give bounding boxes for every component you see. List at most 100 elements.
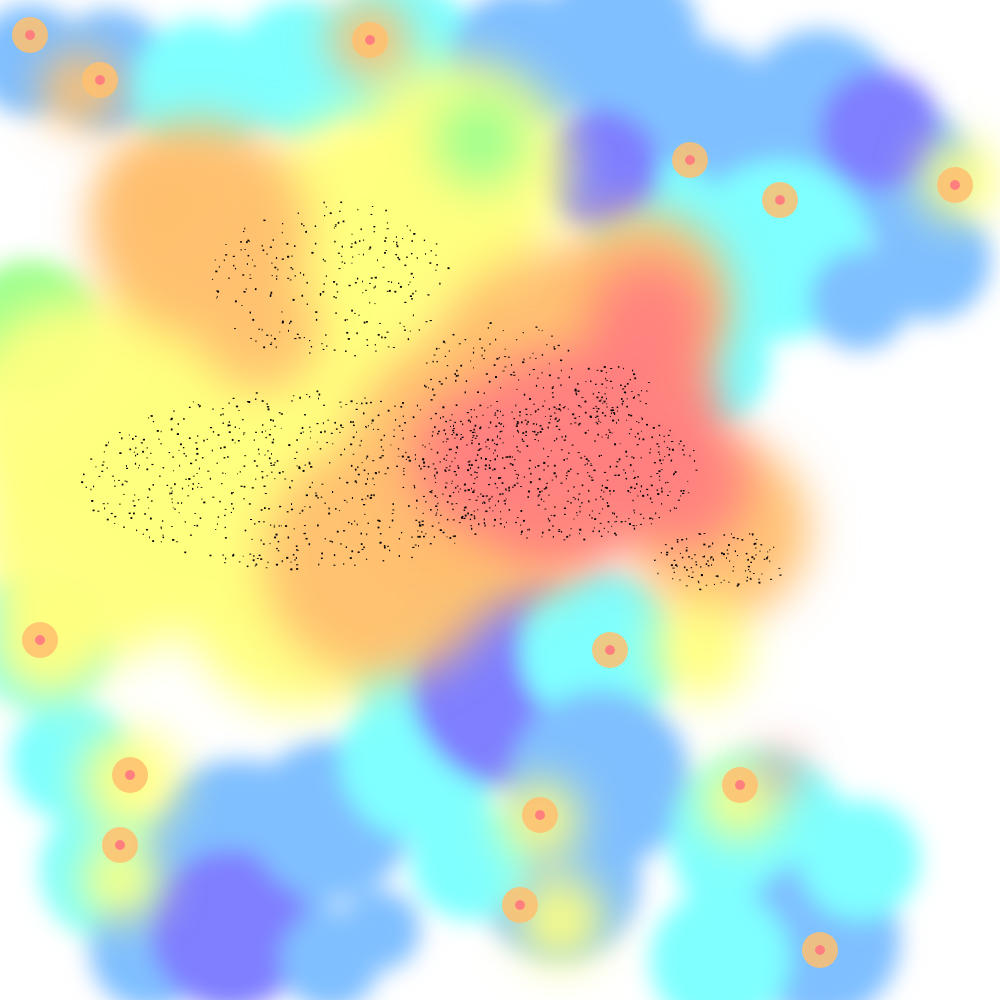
- sample-point: [405, 451, 407, 454]
- sample-point: [270, 429, 271, 430]
- sample-point: [746, 579, 748, 582]
- sample-point: [170, 487, 173, 489]
- sample-point: [683, 454, 685, 456]
- sample-point: [308, 461, 311, 463]
- sample-point: [435, 505, 438, 507]
- sample-point: [452, 535, 455, 537]
- sample-point: [473, 347, 475, 349]
- sample-point: [494, 482, 497, 485]
- sample-point: [596, 407, 598, 409]
- sample-point: [367, 473, 369, 475]
- sample-point: [396, 243, 398, 245]
- sample-point: [577, 383, 579, 385]
- sample-point: [708, 545, 709, 548]
- sample-point: [463, 517, 466, 519]
- sample-point: [328, 512, 331, 515]
- sample-point: [339, 477, 341, 479]
- sample-point: [401, 455, 404, 458]
- sample-point: [483, 501, 486, 503]
- sample-point: [502, 370, 505, 372]
- sample-point: [373, 484, 375, 486]
- sample-point: [241, 305, 243, 306]
- sample-point: [216, 297, 218, 299]
- sample-point: [633, 509, 635, 512]
- sample-point: [340, 454, 343, 456]
- sample-point: [620, 521, 623, 523]
- sample-point: [560, 369, 562, 372]
- sample-point: [329, 462, 331, 464]
- sample-point: [421, 531, 423, 533]
- sample-point: [290, 320, 292, 323]
- sample-point: [419, 523, 421, 525]
- signal-hotspot-core: [950, 180, 960, 190]
- sample-point: [392, 503, 394, 505]
- sample-point: [656, 473, 659, 474]
- sample-point: [659, 434, 661, 436]
- sample-point: [316, 441, 318, 443]
- sample-point: [454, 373, 456, 375]
- sample-point: [243, 291, 246, 293]
- sample-point: [469, 518, 472, 521]
- sample-point: [519, 414, 521, 417]
- sample-point: [255, 563, 258, 566]
- signal-hotspot-layer: [12, 17, 973, 968]
- sample-point: [216, 290, 219, 292]
- sample-point: [356, 523, 358, 526]
- sample-point: [723, 579, 725, 581]
- sample-point: [574, 417, 577, 419]
- sample-point: [557, 377, 560, 379]
- sample-point: [128, 434, 130, 436]
- sample-point: [502, 457, 504, 459]
- sample-point: [679, 552, 681, 554]
- sample-point: [587, 367, 590, 370]
- sample-point: [645, 403, 647, 405]
- sample-point: [333, 281, 336, 283]
- sample-point: [519, 451, 521, 453]
- sample-point: [183, 452, 185, 455]
- sample-point: [513, 374, 516, 376]
- sample-point: [390, 444, 392, 446]
- sample-point: [369, 283, 371, 284]
- sample-point: [232, 553, 235, 556]
- sample-point: [274, 478, 276, 480]
- sample-point: [535, 411, 537, 413]
- sample-point: [703, 533, 706, 534]
- sample-point: [500, 423, 502, 425]
- sample-point: [476, 472, 478, 474]
- sample-point: [309, 437, 311, 439]
- sample-point: [340, 424, 343, 427]
- sample-point: [132, 438, 134, 440]
- sample-point: [480, 493, 482, 495]
- sample-point: [734, 550, 736, 553]
- sample-point: [489, 322, 492, 324]
- sample-point: [268, 434, 271, 436]
- sample-point: [500, 410, 501, 413]
- sample-point: [468, 499, 471, 501]
- sample-point: [688, 556, 691, 558]
- sample-point: [524, 419, 527, 421]
- sample-point: [220, 447, 222, 449]
- sample-point: [134, 462, 137, 465]
- sample-point: [357, 551, 360, 553]
- sample-point: [366, 339, 368, 341]
- sample-point: [227, 424, 230, 427]
- sample-point: [646, 390, 648, 392]
- sample-point: [437, 432, 439, 435]
- sample-point: [295, 451, 298, 453]
- sample-point: [95, 466, 97, 468]
- sample-point: [403, 468, 405, 469]
- sample-point: [129, 448, 132, 451]
- sample-point: [354, 468, 357, 471]
- sample-point: [667, 481, 669, 483]
- sample-point: [445, 433, 447, 435]
- sample-point: [512, 486, 514, 488]
- sample-point: [302, 431, 304, 433]
- sample-point: [522, 440, 525, 442]
- sample-point: [504, 356, 507, 358]
- sample-point: [585, 458, 588, 460]
- sample-point: [329, 540, 332, 542]
- sample-point: [418, 535, 421, 538]
- sample-point: [657, 572, 659, 575]
